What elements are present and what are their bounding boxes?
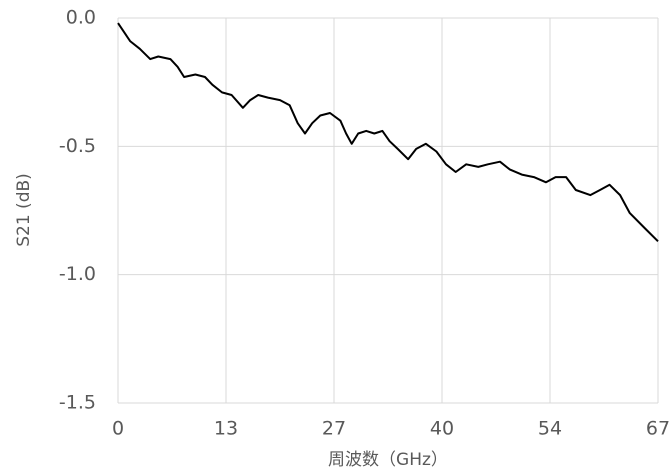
x-tick-label: 0 — [112, 418, 124, 440]
y-tick-label: -1.0 — [59, 263, 96, 285]
y-axis-title: S21 (dB) — [14, 173, 34, 247]
y-tick-label: -0.5 — [59, 135, 96, 157]
x-tick-label: 13 — [214, 418, 238, 440]
y-tick-label: 0.0 — [66, 7, 96, 29]
x-tick-label: 67 — [646, 418, 670, 440]
x-tick-label: 40 — [430, 418, 454, 440]
x-tick-label: 54 — [538, 418, 562, 440]
x-axis-title: 周波数（GHz） — [328, 450, 448, 470]
x-tick-label: 27 — [322, 418, 346, 440]
data-line — [117, 22, 659, 243]
y-tick-label: -1.5 — [59, 392, 96, 414]
